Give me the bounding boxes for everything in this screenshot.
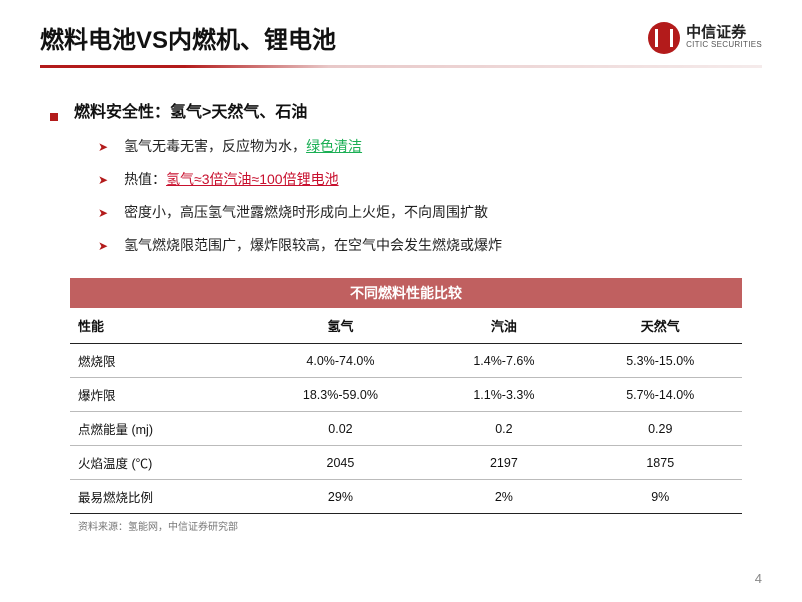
logo-cn: 中信证券: [686, 25, 762, 42]
table-header-row: 性能 氢气 汽油 天然气: [70, 308, 742, 344]
sub-item-text: 密度小，高压氢气泄露燃烧时形成向上火炬，不向周围扩散: [124, 202, 488, 223]
arrow-bullet-icon: ➤: [98, 171, 108, 189]
cell: 2%: [429, 480, 578, 514]
table-row: 最易燃烧比例 29% 2% 9%: [70, 480, 742, 514]
sub-item-text: 氢气燃烧限范围广，爆炸限较高，在空气中会发生燃烧或爆炸: [124, 235, 502, 256]
cell: 2045: [252, 446, 430, 480]
comparison-table: 性能 氢气 汽油 天然气 燃烧限 4.0%-74.0% 1.4%-7.6% 5.…: [70, 308, 742, 514]
cell: 4.0%-74.0%: [252, 344, 430, 378]
cell: 9%: [579, 480, 742, 514]
cell: 29%: [252, 480, 430, 514]
table-row: 火焰温度 (℃) 2045 2197 1875: [70, 446, 742, 480]
sub-item: ➤ 氢气无毒无害，反应物为水，绿色清洁: [98, 136, 752, 157]
cell: 1.4%-7.6%: [429, 344, 578, 378]
slide-title: 燃料电池VS内燃机、锂电池: [40, 20, 336, 55]
cell: 点燃能量 (mj): [70, 412, 252, 446]
content-area: 燃料安全性：氢气>天然气、石油 ➤ 氢气无毒无害，反应物为水，绿色清洁 ➤ 热值…: [0, 68, 802, 256]
main-bullet-text: 燃料安全性：氢气>天然气、石油: [74, 98, 307, 122]
logo-en: CITIC SECURITIES: [686, 41, 762, 50]
main-bullet: 燃料安全性：氢气>天然气、石油: [50, 98, 752, 122]
page-number: 4: [755, 571, 762, 586]
table-row: 燃烧限 4.0%-74.0% 1.4%-7.6% 5.3%-15.0%: [70, 344, 742, 378]
sub-item: ➤ 热值：氢气≈3倍汽油≈100倍锂电池: [98, 169, 752, 190]
highlight-red: 氢气≈3倍汽油≈100倍锂电池: [166, 171, 339, 187]
cell: 火焰温度 (℃): [70, 446, 252, 480]
arrow-bullet-icon: ➤: [98, 237, 108, 255]
cell: 1.1%-3.3%: [429, 378, 578, 412]
cell: 0.29: [579, 412, 742, 446]
sub-bullet-list: ➤ 氢气无毒无害，反应物为水，绿色清洁 ➤ 热值：氢气≈3倍汽油≈100倍锂电池…: [50, 136, 752, 256]
highlight-green: 绿色清洁: [306, 138, 362, 154]
col-header: 汽油: [429, 308, 578, 344]
cell: 燃烧限: [70, 344, 252, 378]
cell: 18.3%-59.0%: [252, 378, 430, 412]
citic-logo-icon: [648, 22, 680, 54]
logo-text: 中信证券 CITIC SECURITIES: [686, 25, 762, 50]
table-row: 爆炸限 18.3%-59.0% 1.1%-3.3% 5.7%-14.0%: [70, 378, 742, 412]
sub-item-text: 氢气无毒无害，反应物为水，绿色清洁: [124, 136, 362, 157]
table-section: 不同燃料性能比较 性能 氢气 汽油 天然气 燃烧限 4.0%-74.0% 1.4…: [0, 268, 802, 533]
square-bullet-icon: [50, 113, 58, 121]
cell: 1875: [579, 446, 742, 480]
col-header: 天然气: [579, 308, 742, 344]
col-header: 性能: [70, 308, 252, 344]
cell: 0.2: [429, 412, 578, 446]
cell: 2197: [429, 446, 578, 480]
sub-item: ➤ 氢气燃烧限范围广，爆炸限较高，在空气中会发生燃烧或爆炸: [98, 235, 752, 256]
table-source: 资料来源：氢能网，中信证券研究部: [70, 514, 742, 533]
cell: 最易燃烧比例: [70, 480, 252, 514]
table-title: 不同燃料性能比较: [70, 278, 742, 308]
cell: 爆炸限: [70, 378, 252, 412]
col-header: 氢气: [252, 308, 430, 344]
arrow-bullet-icon: ➤: [98, 138, 108, 156]
table-row: 点燃能量 (mj) 0.02 0.2 0.29: [70, 412, 742, 446]
cell: 5.3%-15.0%: [579, 344, 742, 378]
header: 燃料电池VS内燃机、锂电池 中信证券 CITIC SECURITIES: [0, 0, 802, 65]
sub-item-text: 热值：氢气≈3倍汽油≈100倍锂电池: [124, 169, 339, 190]
cell: 5.7%-14.0%: [579, 378, 742, 412]
sub-item: ➤ 密度小，高压氢气泄露燃烧时形成向上火炬，不向周围扩散: [98, 202, 752, 223]
table-body: 燃烧限 4.0%-74.0% 1.4%-7.6% 5.3%-15.0% 爆炸限 …: [70, 344, 742, 514]
arrow-bullet-icon: ➤: [98, 204, 108, 222]
brand-logo: 中信证券 CITIC SECURITIES: [648, 22, 762, 54]
cell: 0.02: [252, 412, 430, 446]
